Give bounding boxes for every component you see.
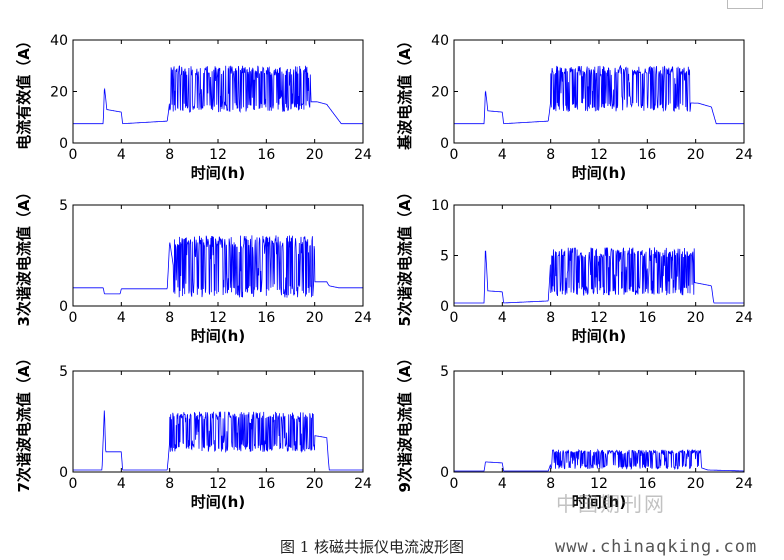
x-tick-label: 4 [498,147,507,163]
series-line [73,235,363,298]
y-tick-label: 20 [50,85,68,101]
y-tick-label: 5 [440,249,449,265]
series-line [454,247,744,304]
x-tick-label: 8 [546,147,555,163]
x-tick-label: 0 [69,476,78,492]
x-axis-label: 时间(h) [572,164,626,182]
x-tick-label: 0 [450,476,459,492]
x-tick-label: 4 [117,310,126,326]
x-tick-label: 20 [687,310,705,326]
y-tick-label: 0 [440,465,449,481]
x-axis-label: 时间(h) [191,327,245,345]
x-tick-label: 12 [590,310,608,326]
page-corner-frame [727,0,763,9]
y-tick-label: 10 [431,198,449,214]
y-tick-label: 5 [59,364,68,380]
y-axis-label: 9次谐波电流值（A） [396,350,414,492]
x-tick-label: 24 [354,310,372,326]
chart-panel: 0 4 8 12 16 20 24 0 5 时间(h) 9次谐波电流值（A） [396,350,753,511]
y-tick-label: 0 [59,465,68,481]
x-tick-label: 20 [306,476,324,492]
x-tick-label: 24 [735,147,753,163]
chart-panel: 0 4 8 12 16 20 24 0 20 40 时间(h) 基波电流值（A） [396,33,753,182]
x-tick-label: 4 [117,147,126,163]
x-tick-label: 12 [209,147,227,163]
plot-frame [453,204,745,307]
y-axis-label: 电流有效值（A） [15,33,33,150]
y-tick-label: 0 [440,299,449,315]
watermark-url: www.chinaqking.com [555,537,758,557]
series-line [454,448,744,472]
x-axis-label: 时间(h) [191,493,245,511]
chart-panel: 0 4 8 12 16 20 24 0 5 时间(h) 3次谐波电流值（A） [15,184,372,345]
x-tick-label: 0 [69,147,78,163]
y-axis-label: 7次谐波电流值（A） [15,350,33,492]
x-tick-label: 20 [687,476,705,492]
watermark-text: 中国期刊网 [556,492,666,516]
x-axis-label: 时间(h) [572,493,626,511]
y-tick-label: 5 [440,364,449,380]
x-tick-label: 4 [117,476,126,492]
y-tick-label: 0 [59,299,68,315]
x-tick-label: 16 [638,310,656,326]
y-tick-label: 0 [440,136,449,152]
x-tick-label: 16 [638,147,656,163]
x-tick-label: 24 [354,476,372,492]
x-tick-label: 20 [687,147,705,163]
x-axis-label: 时间(h) [191,164,245,182]
x-tick-label: 16 [257,147,275,163]
y-axis-label: 基波电流值（A） [396,33,414,151]
y-tick-label: 20 [431,85,449,101]
series-line [73,410,363,471]
y-axis-label: 3次谐波电流值（A） [15,184,33,326]
y-tick-label: 0 [59,136,68,152]
x-tick-label: 8 [165,310,174,326]
x-tick-label: 8 [165,476,174,492]
x-tick-label: 12 [590,476,608,492]
x-tick-label: 16 [257,476,275,492]
x-tick-label: 8 [546,476,555,492]
figure-caption: 图 1 核磁共振仪电流波形图 [0,536,784,557]
series-line [454,64,744,125]
x-tick-label: 16 [257,310,275,326]
y-tick-label: 5 [59,198,68,214]
x-tick-label: 0 [450,310,459,326]
x-tick-label: 20 [306,310,324,326]
x-tick-label: 16 [638,476,656,492]
series-line [73,65,363,125]
y-tick-label: 40 [431,33,449,49]
chart-panel: 0 4 8 12 16 20 24 0 5 时间(h) 7次谐波电流值（A） [15,350,372,511]
x-tick-label: 8 [165,147,174,163]
x-tick-label: 0 [450,147,459,163]
x-tick-label: 4 [498,476,507,492]
y-tick-label: 40 [50,33,68,49]
figure-caption-text: 图 1 核磁共振仪电流波形图 [279,538,465,556]
x-tick-label: 24 [735,310,753,326]
chart-panel: 0 4 8 12 16 20 24 0 20 40 时间(h) 电流有效值（A） [15,33,372,182]
x-tick-label: 20 [306,147,324,163]
x-tick-label: 24 [354,147,372,163]
x-tick-label: 12 [590,147,608,163]
x-tick-label: 8 [546,310,555,326]
chart-panel: 0 4 8 12 16 20 24 0 5 10 时间(h) 5次谐波电流值（A） [396,184,753,345]
y-axis-label: 5次谐波电流值（A） [396,184,414,326]
x-tick-label: 12 [209,476,227,492]
x-tick-label: 12 [209,310,227,326]
x-tick-label: 4 [498,310,507,326]
x-tick-label: 24 [735,476,753,492]
x-tick-label: 0 [69,310,78,326]
x-axis-label: 时间(h) [572,327,626,345]
